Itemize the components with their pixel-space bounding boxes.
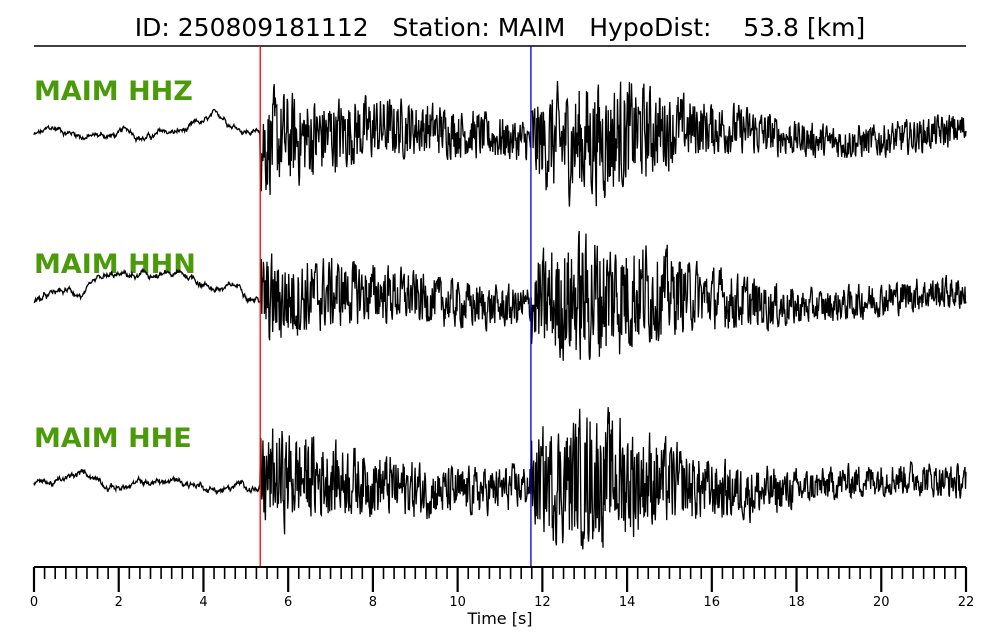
station-name: MAIM <box>498 13 566 42</box>
x-axis: 0 2 4 6 8 10 12 14 16 18 20 22 <box>30 566 975 610</box>
x-tick-label: 20 <box>873 595 890 610</box>
x-tick-label: 10 <box>449 595 466 610</box>
x-tick-label: 0 <box>30 595 38 610</box>
x-tick-label: 4 <box>199 595 207 610</box>
x-tick-label: 18 <box>788 595 805 610</box>
x-tick-label: 6 <box>284 595 292 610</box>
x-axis-label: Time [s] <box>466 609 532 628</box>
hypodist-value: 53.8 [km] <box>743 13 865 42</box>
waveform-maim-hhz <box>33 80 967 207</box>
x-tick-label: 22 <box>958 595 975 610</box>
waveform-maim-hhn <box>33 230 967 361</box>
hypodist-label: HypoDist: <box>589 13 711 42</box>
x-tick-label: 2 <box>115 595 123 610</box>
station-label: Station: <box>393 13 490 42</box>
chart-title: ID: 250809181112 Station: MAIM HypoDist:… <box>135 13 865 42</box>
x-tick-label: 14 <box>619 595 636 610</box>
id-label: ID: <box>135 13 170 42</box>
x-tick-label: 16 <box>704 595 721 610</box>
picks <box>259 46 532 567</box>
x-tick-label: 12 <box>534 595 551 610</box>
trace-label: MAIM HHE <box>34 423 192 454</box>
event-id: 250809181112 <box>178 13 369 42</box>
trace-label: MAIM HHZ <box>34 76 193 107</box>
x-tick-label: 8 <box>369 595 377 610</box>
waveform-maim-hhe <box>33 407 967 550</box>
